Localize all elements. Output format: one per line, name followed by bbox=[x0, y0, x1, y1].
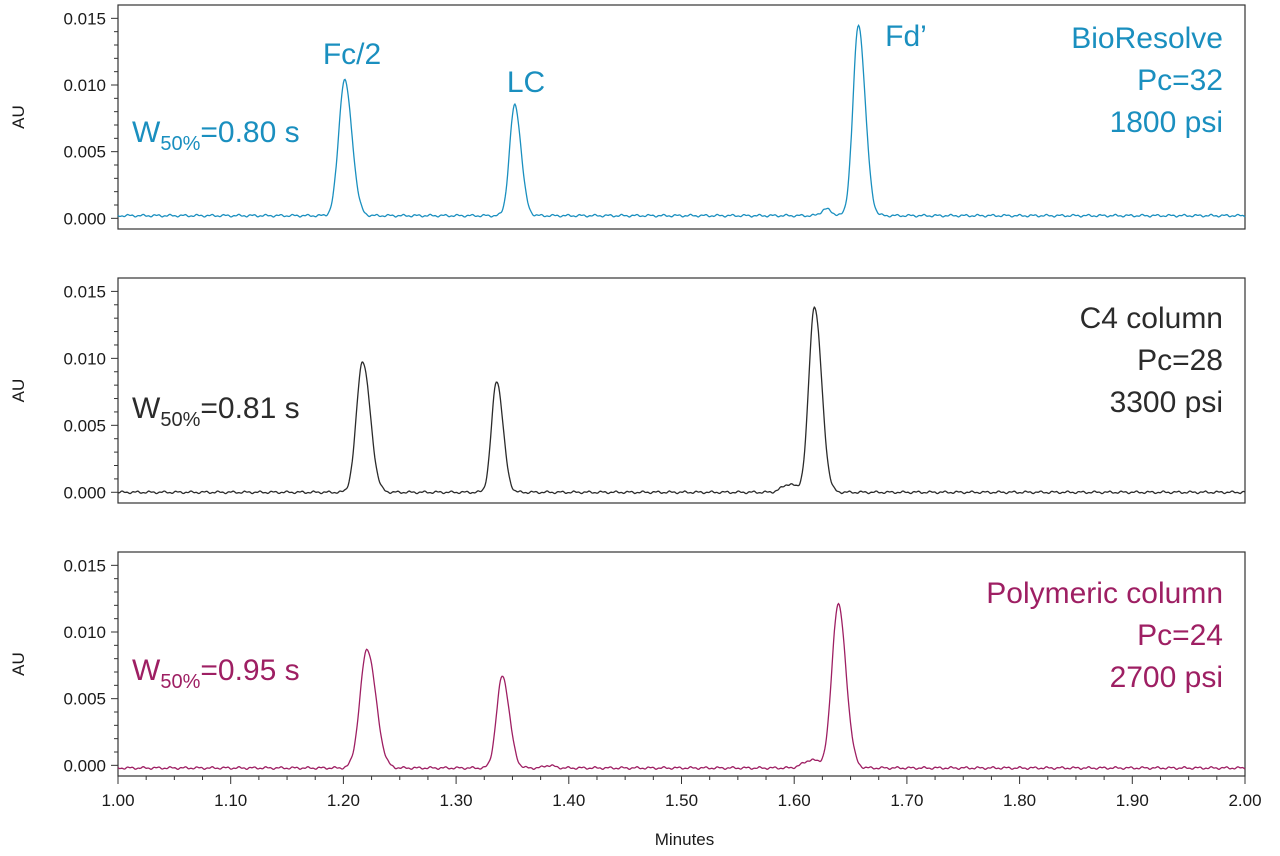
width-subscript: 50% bbox=[160, 409, 200, 431]
width-subscript: 50% bbox=[160, 671, 200, 693]
width-value: =0.80 s bbox=[200, 116, 299, 149]
peak-label: LC bbox=[507, 66, 545, 99]
y-tick-label: 0.005 bbox=[63, 416, 106, 435]
width-prefix: W bbox=[132, 116, 161, 149]
x-tick-label: 1.30 bbox=[440, 791, 473, 810]
panel-3: 0.000 0.005 0.010 0.015 AU W50%=0.95 s Polymer… bbox=[9, 551, 1246, 777]
column-label-line: Pc=32 bbox=[1137, 64, 1223, 97]
trace-line bbox=[117, 602, 1246, 770]
y-tick-label: 0.000 bbox=[63, 756, 106, 775]
x-axis-title: Minutes bbox=[655, 830, 715, 849]
column-label-line: 2700 psi bbox=[1110, 661, 1223, 694]
y-tick-label: 0.005 bbox=[63, 690, 106, 709]
width-annotation: W50%=0.80 s bbox=[132, 116, 300, 155]
x-tick-label: 1.60 bbox=[778, 791, 811, 810]
y-tick-label: 0.015 bbox=[63, 556, 106, 575]
y-axis-title: AU bbox=[9, 105, 28, 129]
x-tick-label: 1.70 bbox=[890, 791, 923, 810]
x-tick-label: 1.90 bbox=[1116, 791, 1149, 810]
y-axis-title: AU bbox=[9, 379, 28, 403]
panel-2: 0.000 0.005 0.010 0.015 AU W50%=0.81 s C4 colu… bbox=[9, 277, 1246, 504]
width-value: =0.81 s bbox=[200, 392, 299, 425]
column-label-line: 3300 psi bbox=[1110, 386, 1223, 419]
y-tick-label: 0.015 bbox=[63, 9, 106, 28]
column-label-line: C4 column bbox=[1080, 302, 1223, 335]
panel-1: 0.000 0.005 0.010 0.015 AU W50%=0.80 s BioReso… bbox=[9, 4, 1246, 230]
width-prefix: W bbox=[132, 392, 161, 425]
width-value: =0.95 s bbox=[200, 654, 299, 687]
width-annotation: W50%=0.95 s bbox=[132, 654, 300, 693]
y-tick-label: 0.000 bbox=[63, 209, 106, 228]
width-annotation: W50%=0.81 s bbox=[132, 392, 300, 431]
x-tick-label: 1.50 bbox=[665, 791, 698, 810]
plot-frame bbox=[117, 277, 1246, 504]
x-tick-label: 2.00 bbox=[1228, 791, 1261, 810]
y-tick-label: 0.015 bbox=[63, 282, 106, 301]
width-prefix: W bbox=[132, 654, 161, 687]
x-tick-label: 1.40 bbox=[552, 791, 585, 810]
peak-label: Fc/2 bbox=[323, 38, 381, 71]
x-tick-label: 1.80 bbox=[1003, 791, 1036, 810]
y-tick-label: 0.010 bbox=[63, 76, 106, 95]
x-tick-label: 1.10 bbox=[214, 791, 247, 810]
width-subscript: 50% bbox=[160, 133, 200, 155]
column-label-line: BioResolve bbox=[1071, 22, 1223, 55]
column-label-line: 1800 psi bbox=[1110, 106, 1223, 139]
column-label-line: Pc=24 bbox=[1137, 619, 1223, 652]
column-label-line: Pc=28 bbox=[1137, 344, 1223, 377]
y-axis-title: AU bbox=[9, 652, 28, 676]
trace-line bbox=[117, 24, 1246, 218]
column-label-line: Polymeric column bbox=[986, 577, 1223, 610]
y-tick-label: 0.010 bbox=[63, 623, 106, 642]
plot-frame bbox=[117, 4, 1246, 230]
y-tick-label: 0.005 bbox=[63, 143, 106, 162]
x-tick-label: 1.00 bbox=[101, 791, 134, 810]
trace-line bbox=[117, 305, 1246, 495]
y-tick-label: 0.010 bbox=[63, 349, 106, 368]
y-tick-label: 0.000 bbox=[63, 483, 106, 502]
x-tick-label: 1.20 bbox=[327, 791, 360, 810]
peak-label: Fd’ bbox=[885, 20, 927, 53]
